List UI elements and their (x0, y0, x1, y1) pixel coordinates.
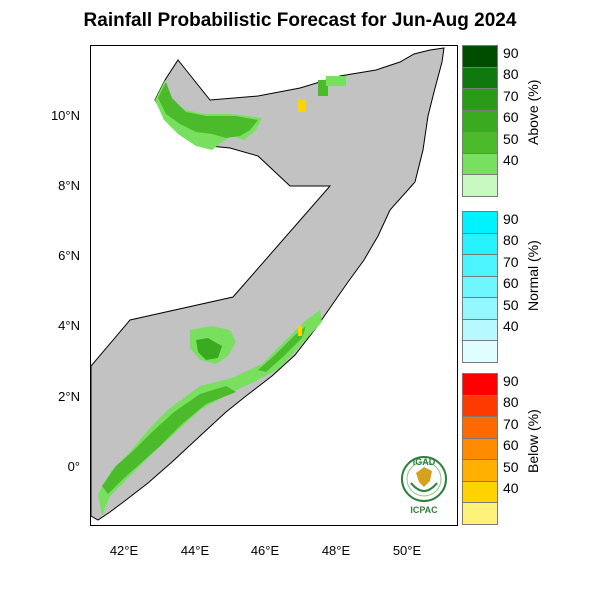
lon-label: 46°E (250, 543, 280, 558)
logo-emblem-icon (401, 456, 447, 502)
below-patch-south (298, 326, 302, 336)
legend-swatch (462, 211, 498, 234)
legend-tick-label: 70 (503, 87, 519, 104)
lat-label: 0° (67, 459, 80, 474)
legend-tick-label: 50 (503, 296, 519, 313)
legend-tick-label: 70 (503, 253, 519, 270)
legend-tick-label: 50 (503, 458, 519, 475)
legend-swatch (462, 437, 498, 460)
legend-swatch (462, 340, 498, 363)
page-title: Rainfall Probabilistic Forecast for Jun-… (83, 10, 517, 31)
legend-tick-label: 90 (503, 372, 519, 389)
green-patch-north-2 (326, 76, 346, 86)
legend-tick-label: 90 (503, 210, 519, 227)
legend-swatch (462, 66, 498, 89)
legend-tick-label: 40 (503, 480, 519, 496)
legend-tick-label: 70 (503, 415, 519, 432)
legend-swatch (462, 109, 498, 132)
lon-label: 44°E (180, 543, 210, 558)
legend-swatch (462, 131, 498, 154)
legend-tick-label: 60 (503, 437, 519, 453)
legend-tick-label: 60 (503, 275, 519, 291)
legend-tick-label: 80 (503, 394, 519, 410)
legend-swatch (462, 275, 498, 298)
lat-label: 4°N (58, 318, 80, 333)
lat-label: 10°N (50, 108, 80, 123)
lon-label: 48°E (321, 543, 351, 558)
legend-swatch (462, 502, 498, 525)
legend-swatch (462, 232, 498, 255)
legend-swatch (462, 254, 498, 277)
lat-label: 8°N (58, 178, 80, 193)
legend-swatch (462, 416, 498, 439)
green-band-coast-inner (258, 326, 306, 372)
icpac-logo: IGAD ICPAC (398, 453, 450, 521)
green-blob-central-inner (196, 338, 222, 360)
lon-label: 42°E (109, 543, 139, 558)
legend-swatch (462, 45, 498, 68)
green-patch-nw-inner (158, 82, 258, 138)
logo-top-text: IGAD (412, 457, 436, 467)
legend-title: Below (%) (525, 409, 541, 473)
legend-swatch (462, 174, 498, 197)
legend-swatch (462, 297, 498, 320)
lon-label: 50°E (392, 543, 422, 558)
legend-swatch (462, 152, 498, 175)
legend-tick-label: 60 (503, 109, 519, 125)
legend-swatch (462, 318, 498, 341)
legend-swatch (462, 88, 498, 111)
legend-title: Above (%) (525, 79, 541, 145)
green-band-south-inner (102, 386, 236, 494)
logo-bottom-text: ICPAC (410, 505, 438, 515)
green-patch-north-1 (318, 80, 328, 96)
legend-swatch (462, 373, 498, 396)
below-patch-north (298, 100, 306, 112)
legend-tick-label: 80 (503, 232, 519, 248)
legend-tick-label: 40 (503, 152, 519, 168)
legend-tick-label: 80 (503, 66, 519, 82)
legend-swatch (462, 459, 498, 482)
lat-label: 6°N (58, 248, 80, 263)
legend-tick-label: 50 (503, 130, 519, 147)
legend-tick-label: 90 (503, 44, 519, 61)
lat-label: 2°N (58, 389, 80, 404)
green-band-south-outer (98, 310, 322, 516)
legend-swatch (462, 394, 498, 417)
legend-tick-label: 40 (503, 318, 519, 334)
legend-swatch (462, 480, 498, 503)
legend-title: Normal (%) (525, 240, 541, 311)
